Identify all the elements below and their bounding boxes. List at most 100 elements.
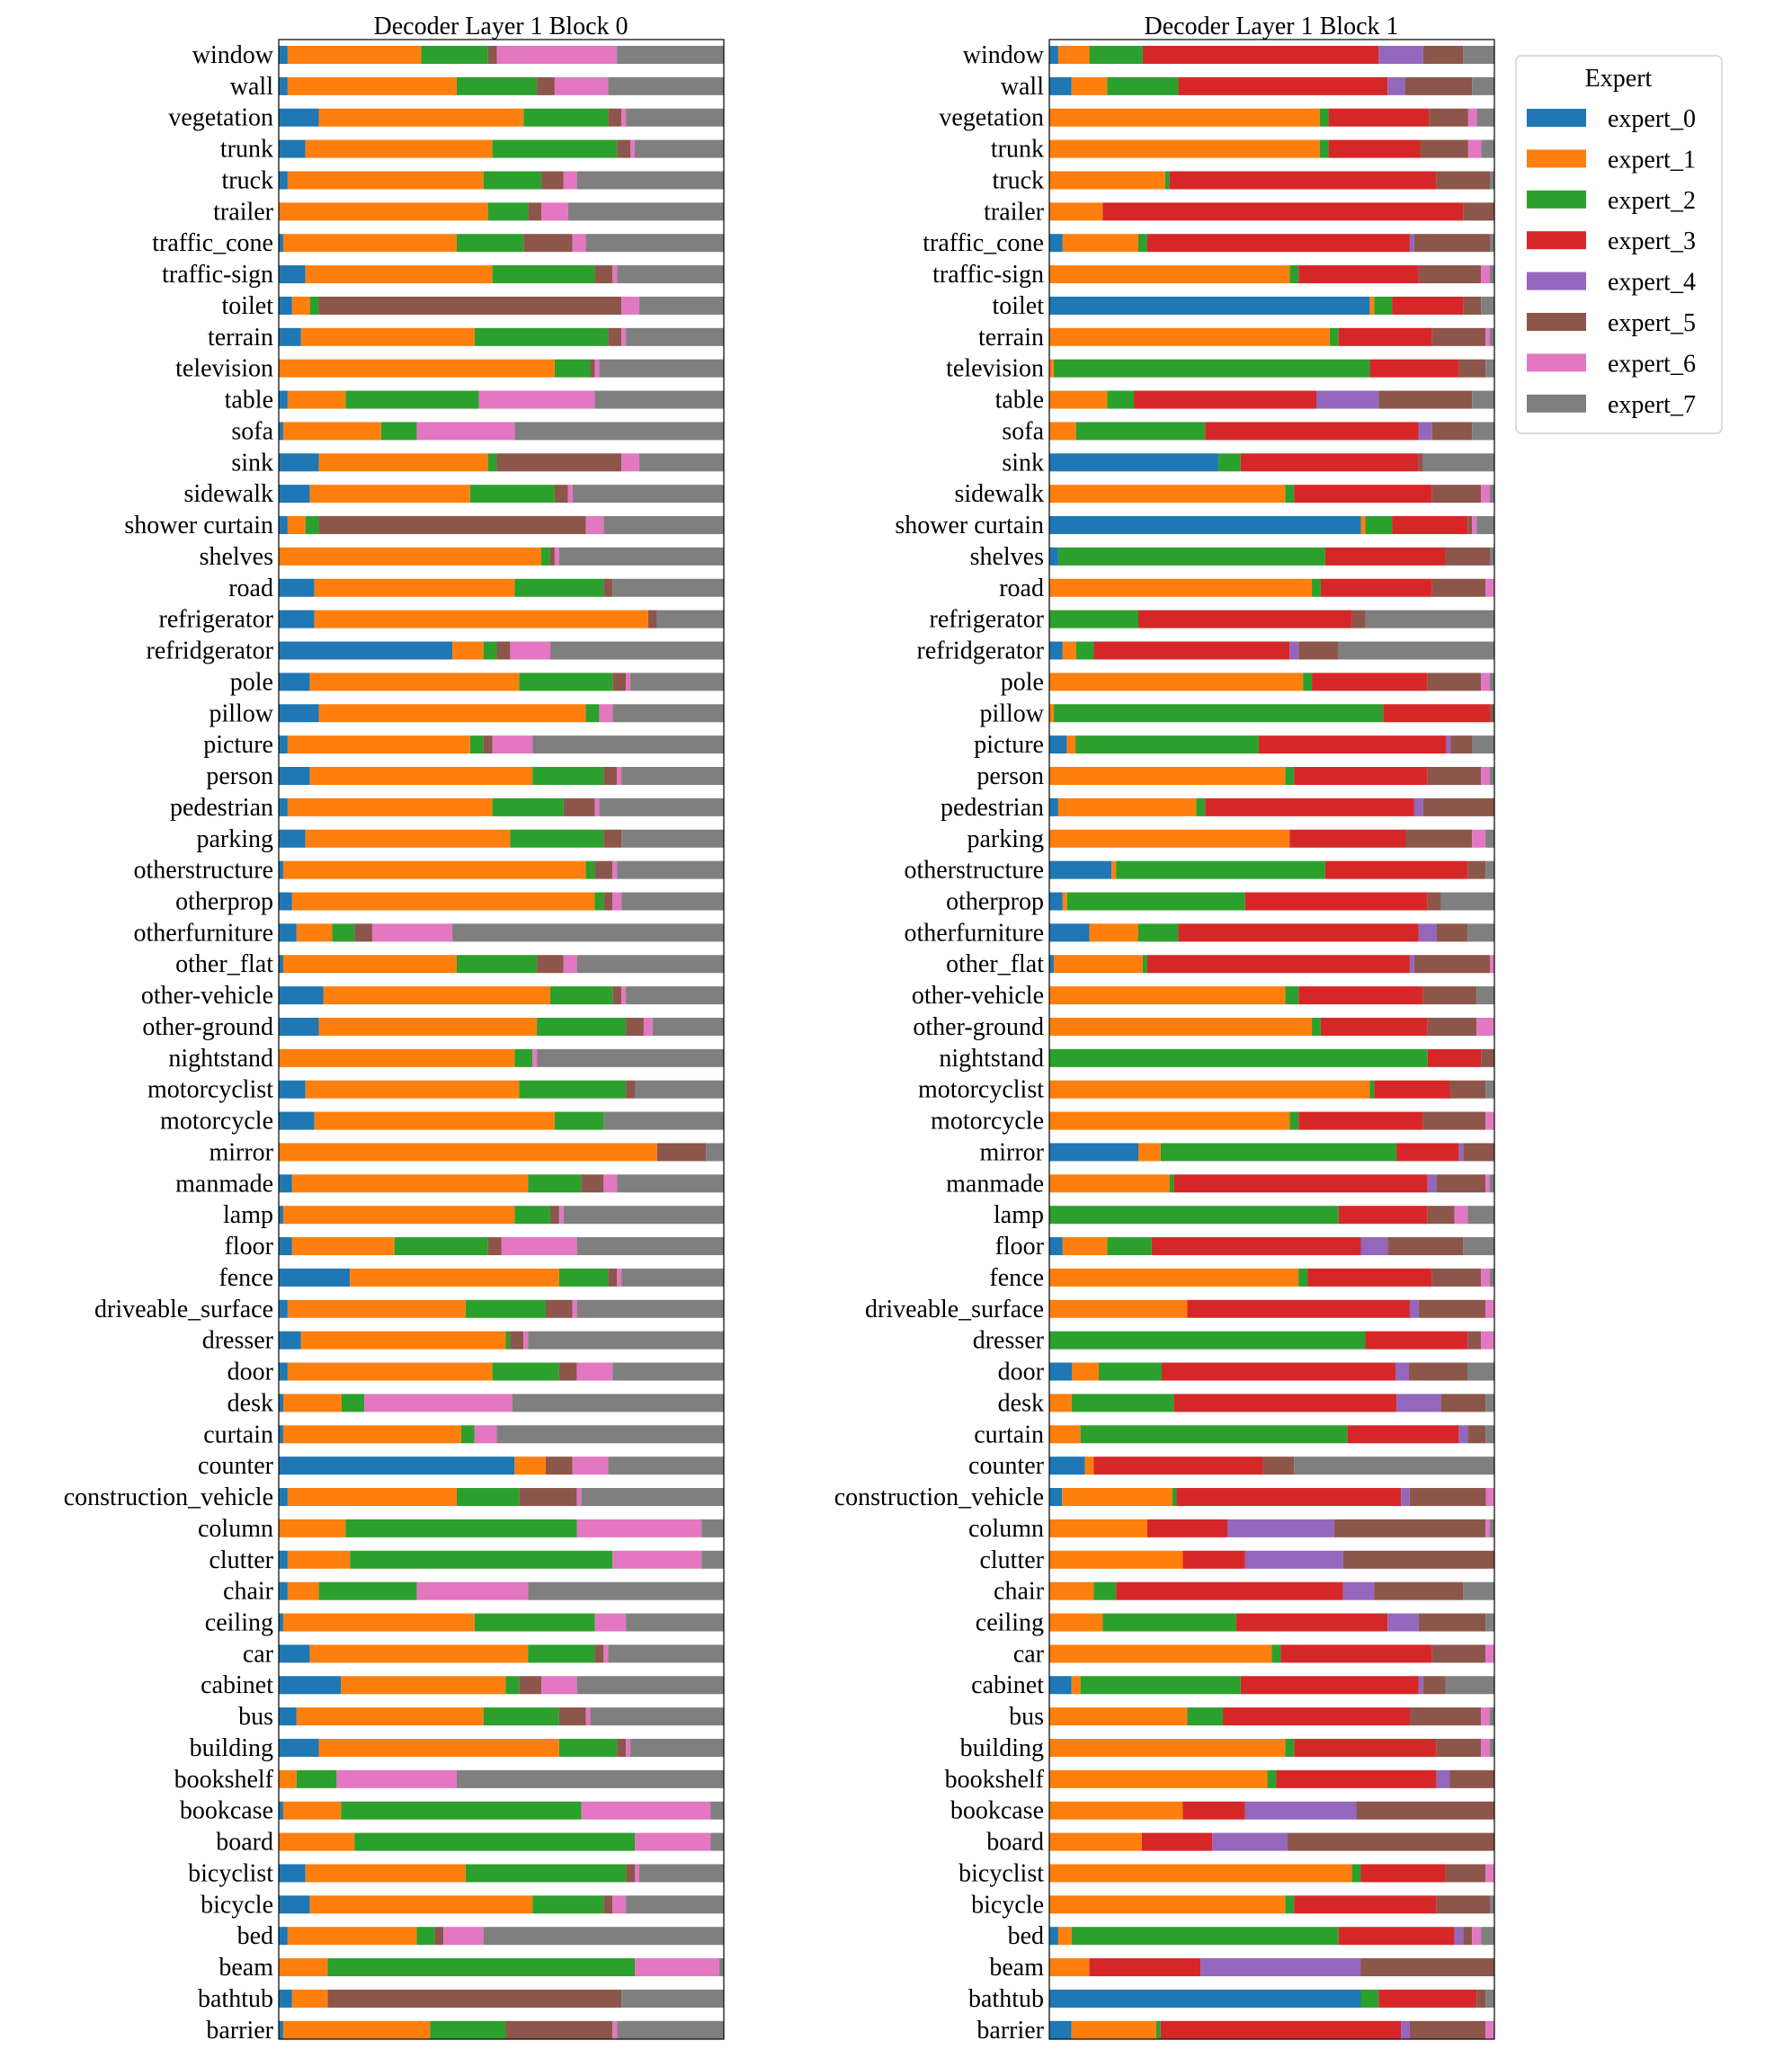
- category-label: otherfurniture: [134, 919, 274, 947]
- bar-motorcyclist-expert_7: [1485, 1080, 1494, 1099]
- chart-block-0: Decoder Layer 1 Block 0 window wall vegeta…: [64, 13, 725, 2045]
- bar-other-flat-expert_1: [1053, 955, 1143, 974]
- bar-dresser-expert_0: [279, 1331, 301, 1350]
- bar-traffic-cone-expert_5: [523, 234, 573, 253]
- category-label: terrain: [208, 324, 273, 352]
- bar-manmade-expert_6: [1485, 1174, 1491, 1193]
- bar-floor-expert_7: [1463, 1237, 1494, 1256]
- bar-picture-expert_2: [1075, 735, 1259, 754]
- category-label: pillow: [979, 699, 1044, 727]
- bar-picture-expert_4: [1446, 735, 1451, 754]
- category-label: building: [960, 1734, 1044, 1762]
- bar-nightstand-expert_7: [537, 1048, 724, 1067]
- legend-label-expert_3: expert_3: [1608, 227, 1696, 255]
- bar-floor-expert_4: [1360, 1237, 1388, 1256]
- bar-driveable-surface-expert_3: [1187, 1299, 1410, 1318]
- category-label: traffic-sign: [932, 261, 1044, 289]
- bar-dresser-expert_5: [1467, 1331, 1482, 1350]
- bar-road-expert_7: [612, 578, 724, 597]
- bar-motorcyclist-expert_7: [635, 1080, 724, 1099]
- bar-picture-expert_0: [1049, 735, 1067, 754]
- bar-sofa-expert_1: [1049, 422, 1076, 441]
- bar-lamp-expert_5: [549, 1206, 559, 1225]
- bar-other-flat-expert_5: [537, 955, 564, 974]
- bar-traffic-cone-expert_2: [457, 234, 524, 253]
- bar-ceiling-expert_0: [279, 1613, 283, 1632]
- bar-vegetation-expert_3: [1328, 108, 1430, 127]
- bar-traffic-cone-expert_0: [1049, 234, 1063, 253]
- bar-bicyclist-expert_6: [635, 1864, 639, 1883]
- legend-entries: expert_0 expert_1 expert_2 expert_3 expert_4…: [1527, 105, 1696, 419]
- bar-wall-expert_0: [1049, 76, 1072, 95]
- bar-window-expert_3: [1142, 46, 1379, 64]
- bar-construction-vehicle-expert_4: [1401, 1488, 1410, 1507]
- bar-cabinet-expert_2: [1080, 1676, 1241, 1695]
- legend-label-expert_7: expert_7: [1608, 391, 1696, 419]
- bar-shower-curtain-expert_6: [1472, 516, 1477, 535]
- bar-other-vehicle-expert_3: [1298, 986, 1423, 1005]
- bar-board-expert_5: [1287, 1832, 1494, 1851]
- category-label: road: [228, 575, 273, 602]
- bar-toilet-expert_0: [1049, 296, 1370, 315]
- bar-column-expert_1: [1049, 1519, 1147, 1537]
- bar-lamp-expert_5: [1427, 1206, 1455, 1225]
- bar-motorcycle-expert_0: [279, 1111, 315, 1130]
- bar-mirror-expert_5: [656, 1143, 707, 1162]
- bar-traffic-cone-expert_6: [572, 234, 586, 253]
- bar-desk-expert_2: [342, 1394, 364, 1412]
- bar-road-expert_1: [314, 578, 515, 597]
- category-label: column: [198, 1515, 273, 1543]
- category-label: bus: [238, 1703, 273, 1731]
- bar-toilet-expert_1: [1369, 296, 1375, 315]
- bar-driveable-surface-expert_2: [465, 1299, 546, 1318]
- bar-window-expert_0: [279, 46, 288, 64]
- bar-bed-expert_7: [1481, 1927, 1494, 1946]
- bar-refrigerator-expert_5: [1351, 610, 1366, 628]
- bar-sofa-expert_2: [1075, 422, 1206, 441]
- category-label: sidewalk: [954, 480, 1044, 508]
- category-label: refridgerator: [147, 637, 274, 665]
- bar-car-expert_6: [1485, 1644, 1494, 1663]
- bar-motorcyclist-expert_2: [519, 1080, 627, 1099]
- plot-frame: [1048, 39, 1495, 2040]
- bar-otherprop-expert_0: [279, 892, 292, 911]
- bar-mirror-expert_2: [1160, 1143, 1397, 1162]
- bar-other-ground-expert_5: [626, 1017, 644, 1036]
- bar-picture-expert_1: [287, 735, 470, 754]
- bar-bus-expert_1: [296, 1707, 484, 1726]
- bar-driveable-surface-expert_0: [279, 1299, 288, 1318]
- bar-shelves-expert_6: [554, 547, 559, 566]
- bar-bed-expert_5: [1463, 1927, 1473, 1946]
- bar-otherprop-expert_1: [1062, 892, 1067, 911]
- bar-bed-expert_3: [1338, 1927, 1455, 1946]
- bar-refrigerator-expert_5: [647, 610, 657, 628]
- bar-bicyclist-expert_7: [638, 1864, 724, 1883]
- category-label: floor: [995, 1233, 1045, 1261]
- category-label: other-ground: [913, 1013, 1044, 1041]
- category-label: cabinet: [971, 1671, 1044, 1699]
- category-label: column: [968, 1515, 1044, 1543]
- bar-curtain-expert_4: [1458, 1425, 1468, 1444]
- bar-terrain-expert_5: [1431, 327, 1486, 346]
- bar-refridgerator-expert_3: [1093, 641, 1290, 660]
- category-label: shower curtain: [895, 512, 1044, 539]
- category-label: truck: [992, 166, 1044, 194]
- bar-pedestrian-expert_0: [1049, 797, 1058, 816]
- bar-refridgerator-expert_7: [549, 641, 724, 660]
- bar-manmade-expert_7: [1490, 1174, 1494, 1193]
- bar-counter-expert_1: [1084, 1457, 1094, 1475]
- category-label: other_flat: [175, 950, 273, 978]
- bar-door-expert_4: [1395, 1362, 1409, 1381]
- bar-building-expert_1: [318, 1738, 559, 1757]
- bar-bicycle-expert_5: [1436, 1895, 1491, 1914]
- category-label: car: [243, 1640, 274, 1668]
- category-label: cabinet: [201, 1671, 273, 1699]
- bar-curtain-expert_5: [1467, 1425, 1486, 1444]
- chart-title: Decoder Layer 1 Block 1: [1145, 13, 1399, 40]
- bar-truck-expert_1: [1049, 171, 1165, 190]
- bar-sidewalk-expert_5: [554, 485, 568, 503]
- bar-person-expert_5: [603, 767, 618, 786]
- bar-trunk-expert_1: [1049, 139, 1320, 158]
- bar-sink-expert_7: [638, 453, 724, 472]
- bar-board-expert_1: [1049, 1832, 1142, 1851]
